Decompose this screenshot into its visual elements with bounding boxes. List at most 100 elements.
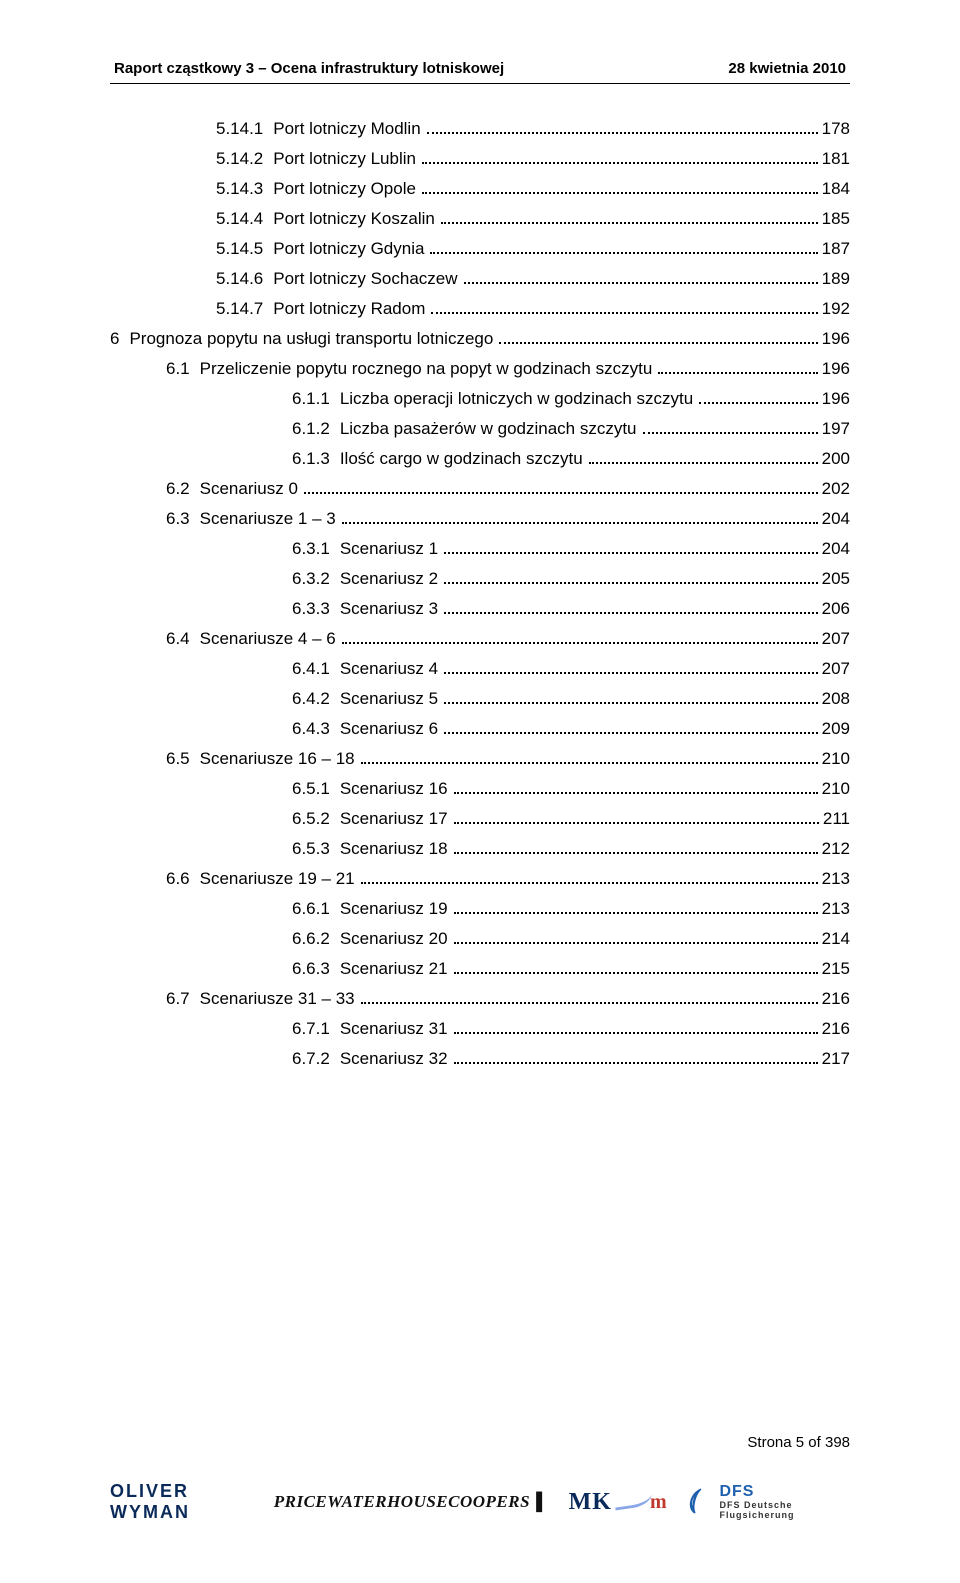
toc-entry-page: 212 bbox=[822, 840, 850, 857]
toc-entry-page: 215 bbox=[822, 960, 850, 977]
page-number: Strona 5 of 398 bbox=[110, 1434, 850, 1451]
toc-entry-page: 210 bbox=[822, 750, 850, 767]
toc-leader-dots bbox=[444, 545, 818, 554]
toc-entry-number: 5.14.5 bbox=[216, 240, 273, 257]
toc-entry-page: 192 bbox=[822, 300, 850, 317]
toc-entry-title: Port lotniczy Radom bbox=[273, 300, 425, 317]
toc-entry-number: 6.5.3 bbox=[292, 840, 340, 857]
toc-entry-page: 185 bbox=[822, 210, 850, 227]
toc-entry-number: 6.5.2 bbox=[292, 810, 340, 827]
toc-entry-number: 5.14.6 bbox=[216, 270, 273, 287]
toc-leader-dots bbox=[361, 995, 818, 1004]
toc-entry-page: 189 bbox=[822, 270, 850, 287]
toc-entry-title: Scenariusz 16 bbox=[340, 780, 448, 797]
toc-entry-title: Ilość cargo w godzinach szczytu bbox=[340, 450, 583, 467]
toc-entry: 6.3Scenariusze 1 – 3 204 bbox=[110, 510, 850, 528]
toc-entry: 6.5Scenariusze 16 – 18 210 bbox=[110, 750, 850, 768]
toc-entry-page: 196 bbox=[822, 390, 850, 407]
toc-leader-dots bbox=[441, 215, 818, 224]
dfs-line1: DFS bbox=[719, 1483, 850, 1501]
toc-entry: 5.14.1Port lotniczy Modlin178 bbox=[110, 120, 850, 138]
toc-entry-page: 184 bbox=[822, 180, 850, 197]
toc-entry-title: Scenariusze 4 – 6 bbox=[200, 630, 336, 647]
toc-leader-dots bbox=[658, 365, 817, 374]
toc-entry-number: 6.3.1 bbox=[292, 540, 340, 557]
toc-leader-dots bbox=[454, 785, 818, 794]
toc-entry: 6.7.1Scenariusz 31216 bbox=[110, 1020, 850, 1038]
toc-entry-page: 204 bbox=[822, 510, 850, 527]
toc-entry-number: 6.7 bbox=[166, 990, 200, 1007]
toc-entry-number: 6.6.3 bbox=[292, 960, 340, 977]
toc-entry-page: 205 bbox=[822, 570, 850, 587]
mk-logo: MK m bbox=[569, 1489, 668, 1516]
toc-entry-title: Scenariusze 1 – 3 bbox=[200, 510, 336, 527]
toc-entry-number: 6.3 bbox=[166, 510, 200, 527]
toc-entry: 6.4.1Scenariusz 4207 bbox=[110, 660, 850, 678]
dfs-line2: DFS Deutsche Flugsicherung bbox=[719, 1501, 850, 1521]
toc-entry: 6.1Przeliczenie popytu rocznego na popyt… bbox=[110, 360, 850, 378]
toc-entry-title: Liczba operacji lotniczych w godzinach s… bbox=[340, 390, 693, 407]
toc-entry: 6.1.3Ilość cargo w godzinach szczytu200 bbox=[110, 450, 850, 468]
toc-entry: 6.3.3Scenariusz 3206 bbox=[110, 600, 850, 618]
mk-swoosh-icon bbox=[613, 1485, 653, 1510]
toc-leader-dots bbox=[444, 605, 818, 614]
toc-entry: 6.1.2Liczba pasażerów w godzinach szczyt… bbox=[110, 420, 850, 438]
toc-entry: 6.4.3Scenariusz 6209 bbox=[110, 720, 850, 738]
toc-entry-title: Scenariusz 4 bbox=[340, 660, 438, 677]
toc-entry-title: Scenariusze 31 – 33 bbox=[200, 990, 355, 1007]
toc-entry: 6.2Scenariusz 0202 bbox=[110, 480, 850, 498]
toc-entry-page: 207 bbox=[822, 630, 850, 647]
toc-leader-dots bbox=[643, 425, 818, 434]
toc-entry-number: 5.14.4 bbox=[216, 210, 273, 227]
toc-entry-page: 210 bbox=[822, 780, 850, 797]
toc-entry-page: 213 bbox=[822, 900, 850, 917]
toc-entry: 6.7.2Scenariusz 32217 bbox=[110, 1050, 850, 1068]
toc-leader-dots bbox=[444, 725, 818, 734]
pwc-logo: PRICEWATERHOUSECOOPERS ▌ bbox=[274, 1492, 549, 1512]
toc-leader-dots bbox=[454, 965, 818, 974]
toc-entry-title: Przeliczenie popytu rocznego na popyt w … bbox=[200, 360, 653, 377]
toc-entry-title: Scenariusz 3 bbox=[340, 600, 438, 617]
toc-entry: 6.5.1Scenariusz 16210 bbox=[110, 780, 850, 798]
toc-entry-number: 6.6.2 bbox=[292, 930, 340, 947]
toc-leader-dots bbox=[454, 845, 818, 854]
toc-entry-number: 6.3.3 bbox=[292, 600, 340, 617]
toc-entry-number: 6.3.2 bbox=[292, 570, 340, 587]
toc-entry-title: Port lotniczy Lublin bbox=[273, 150, 416, 167]
toc-entry-title: Scenariusze 19 – 21 bbox=[200, 870, 355, 887]
toc-entry-title: Prognoza popytu na usługi transportu lot… bbox=[129, 330, 493, 347]
header-right: 28 kwietnia 2010 bbox=[728, 60, 846, 77]
toc-entry-page: 214 bbox=[822, 930, 850, 947]
toc-entry-page: 207 bbox=[822, 660, 850, 677]
mk-logo-text: MK bbox=[569, 1489, 612, 1516]
toc-entry-title: Scenariusz 31 bbox=[340, 1020, 448, 1037]
toc-entry-number: 5.14.7 bbox=[216, 300, 273, 317]
page-footer: Strona 5 of 398 OLIVER WYMAN PRICEWATERH… bbox=[0, 1434, 960, 1523]
toc-entry-title: Scenariusze 16 – 18 bbox=[200, 750, 355, 767]
toc-entry-page: 181 bbox=[822, 150, 850, 167]
footer-logos: OLIVER WYMAN PRICEWATERHOUSECOOPERS ▌ MK… bbox=[110, 1481, 850, 1523]
toc-entry-title: Port lotniczy Gdynia bbox=[273, 240, 424, 257]
toc-entry-page: 216 bbox=[822, 990, 850, 1007]
toc-leader-dots bbox=[499, 335, 817, 344]
toc-leader-dots bbox=[427, 125, 818, 134]
toc-entry-title: Scenariusz 17 bbox=[340, 810, 448, 827]
toc-entry-page: 200 bbox=[822, 450, 850, 467]
header-divider bbox=[110, 83, 850, 84]
toc-entry-number: 6.7.2 bbox=[292, 1050, 340, 1067]
toc-entry: 6.4Scenariusze 4 – 6 207 bbox=[110, 630, 850, 648]
toc-entry: 6.6.3Scenariusz 21215 bbox=[110, 960, 850, 978]
toc-entry-title: Scenariusz 1 bbox=[340, 540, 438, 557]
toc-entry-page: 196 bbox=[822, 360, 850, 377]
toc-entry-page: 209 bbox=[822, 720, 850, 737]
toc-leader-dots bbox=[431, 305, 817, 314]
toc-entry-number: 6.5 bbox=[166, 750, 200, 767]
table-of-contents: 5.14.1Port lotniczy Modlin1785.14.2Port … bbox=[110, 120, 850, 1068]
toc-entry-number: 6.4 bbox=[166, 630, 200, 647]
toc-entry: 6.5.2Scenariusz 17211 bbox=[110, 810, 850, 828]
toc-entry: 6.7Scenariusze 31 – 33 216 bbox=[110, 990, 850, 1008]
dfs-logo: ⦅ DFS DFS Deutsche Flugsicherung bbox=[688, 1483, 850, 1520]
toc-entry: 5.14.4Port lotniczy Koszalin185 bbox=[110, 210, 850, 228]
toc-entry-title: Scenariusz 5 bbox=[340, 690, 438, 707]
toc-leader-dots bbox=[444, 575, 818, 584]
